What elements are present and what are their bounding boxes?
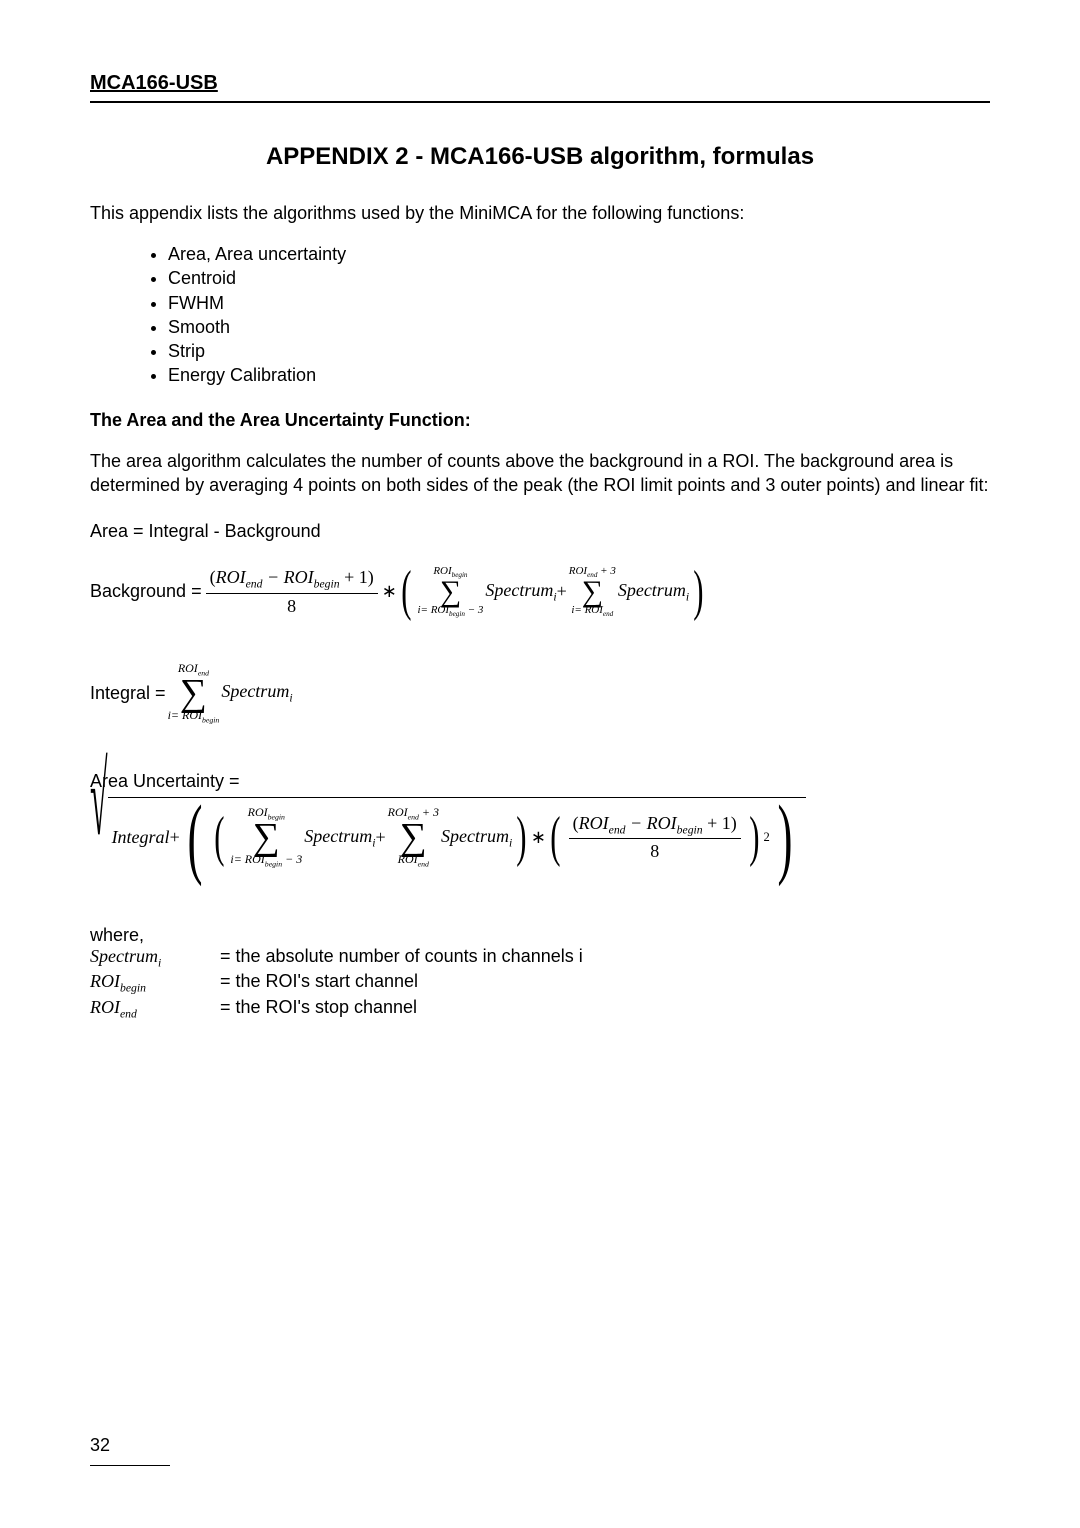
where-definitions: where, Spectrumi = the absolute number o…	[90, 925, 990, 1021]
header-rule	[90, 101, 990, 103]
where-row: ROIbegin = the ROI's start channel	[90, 971, 990, 995]
list-item: Centroid	[168, 266, 990, 290]
area-uncertainty-label: Area Uncertainty =	[90, 769, 990, 793]
list-item: Energy Calibration	[168, 363, 990, 387]
area-description: The area algorithm calculates the number…	[90, 449, 990, 498]
document-header: MCA166-USB	[90, 72, 990, 95]
page-number: 32	[90, 1435, 110, 1456]
area-equation: Area = Integral - Background	[90, 519, 990, 543]
background-label: Background =	[90, 581, 202, 602]
where-row: Spectrumi = the absolute number of count…	[90, 946, 990, 970]
background-formula: Background = (ROIend − ROIbegin + 1) 8 ∗…	[90, 566, 990, 618]
section-heading: The Area and the Area Uncertainty Functi…	[90, 410, 990, 431]
list-item: Area, Area uncertainty	[168, 242, 990, 266]
integral-formula: Integral = ROIend ∑ i= ROIbegin Spectrum…	[90, 662, 990, 725]
intro-paragraph: This appendix lists the algorithms used …	[90, 203, 990, 224]
function-list: Area, Area uncertainty Centroid FWHM Smo…	[168, 242, 990, 388]
where-label: where,	[90, 925, 990, 946]
appendix-title: APPENDIX 2 - MCA166-USB algorithm, formu…	[90, 143, 990, 171]
integral-label: Integral =	[90, 683, 166, 704]
page-number-rule	[90, 1465, 170, 1466]
where-row: ROIend = the ROI's stop channel	[90, 997, 990, 1021]
list-item: Smooth	[168, 315, 990, 339]
list-item: Strip	[168, 339, 990, 363]
area-uncertainty-formula: √ Integral + ( ( ROIbegin ∑ i= ROIbegin …	[90, 797, 990, 875]
list-item: FWHM	[168, 291, 990, 315]
